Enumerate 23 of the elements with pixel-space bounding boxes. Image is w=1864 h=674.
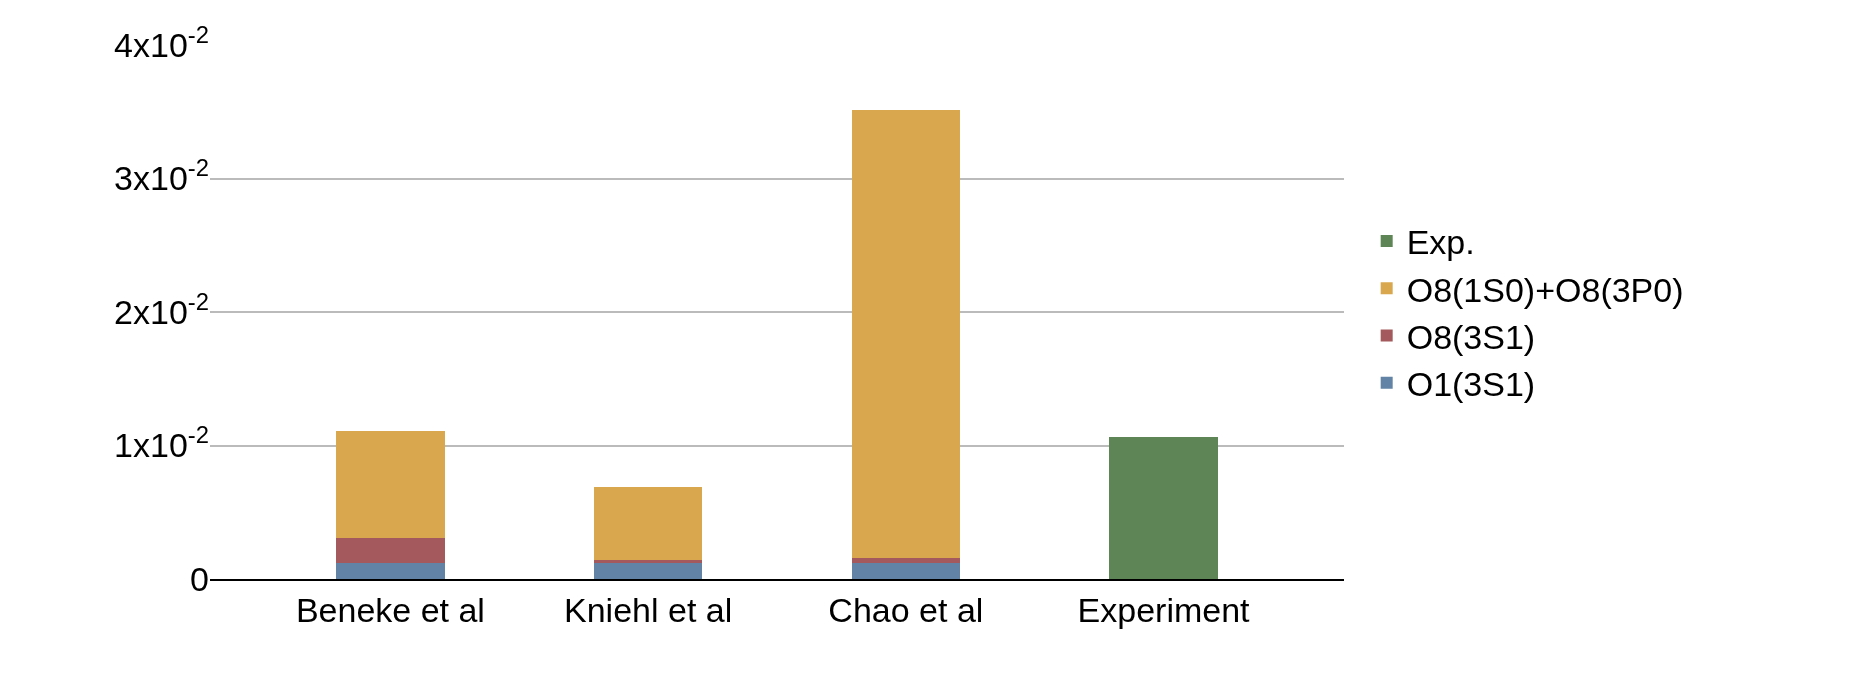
bar xyxy=(594,562,703,579)
x-tick-label: Beneke et al xyxy=(295,590,485,629)
y-tick-label: 3x10$^{-2}$ xyxy=(114,154,209,198)
bar xyxy=(336,562,445,579)
bar xyxy=(336,430,445,538)
bar xyxy=(851,110,960,558)
legend-label: O8(3S1) xyxy=(1406,317,1536,356)
bar xyxy=(336,537,445,563)
bar xyxy=(851,557,960,563)
bar xyxy=(851,562,960,579)
bar xyxy=(1109,437,1218,579)
y-tick-label: 0 xyxy=(190,559,209,598)
bar xyxy=(594,486,703,561)
bar xyxy=(594,560,703,563)
legend-label: O8(1S0)+O8(3P0) xyxy=(1406,270,1684,309)
y-tick-label: 1x10$^{-2}$ xyxy=(114,421,209,465)
x-tick-label: Chao et al xyxy=(828,590,984,629)
legend-label: Exp. xyxy=(1406,223,1475,262)
x-tick-label: Experiment xyxy=(1077,590,1251,629)
y-tick-label: 2x10$^{-2}$ xyxy=(114,287,209,331)
legend-label: O1(3S1) xyxy=(1406,364,1536,403)
y-tick-label: 4x10$^{-2}$ xyxy=(114,20,209,64)
x-tick-label: Kniehl et al xyxy=(564,590,733,629)
